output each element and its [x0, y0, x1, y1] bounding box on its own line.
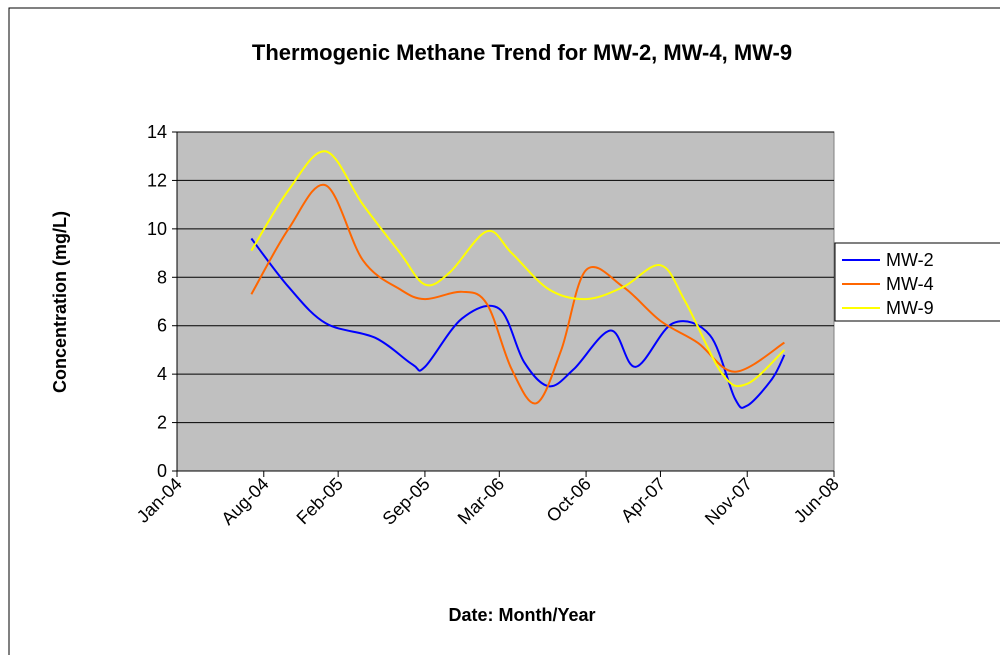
legend-label: MW-4 — [886, 274, 934, 294]
plot-background — [176, 131, 835, 472]
y-tick-label: 6 — [157, 316, 167, 336]
y-tick-label: 12 — [147, 170, 167, 190]
y-axis-label: Concentration (mg/L) — [50, 211, 70, 393]
legend: MW-2 MW-4 MW-9 — [834, 242, 1000, 322]
series-line — [250, 150, 786, 388]
y-tick-label: 10 — [147, 219, 167, 239]
legend-label: MW-2 — [886, 250, 934, 270]
y-tick-label: 0 — [157, 461, 167, 481]
y-tick-label: 4 — [157, 364, 167, 384]
y-tick-label: 2 — [157, 413, 167, 433]
legend-label: MW-9 — [886, 298, 934, 318]
series-line — [250, 237, 786, 409]
y-tick-label: 8 — [157, 267, 167, 287]
chart-title: Thermogenic Methane Trend for MW-2, MW-4… — [252, 40, 792, 65]
y-tick-label: 14 — [147, 122, 167, 142]
x-axis-label: Date: Month/Year — [448, 605, 595, 625]
series-line — [250, 183, 785, 405]
